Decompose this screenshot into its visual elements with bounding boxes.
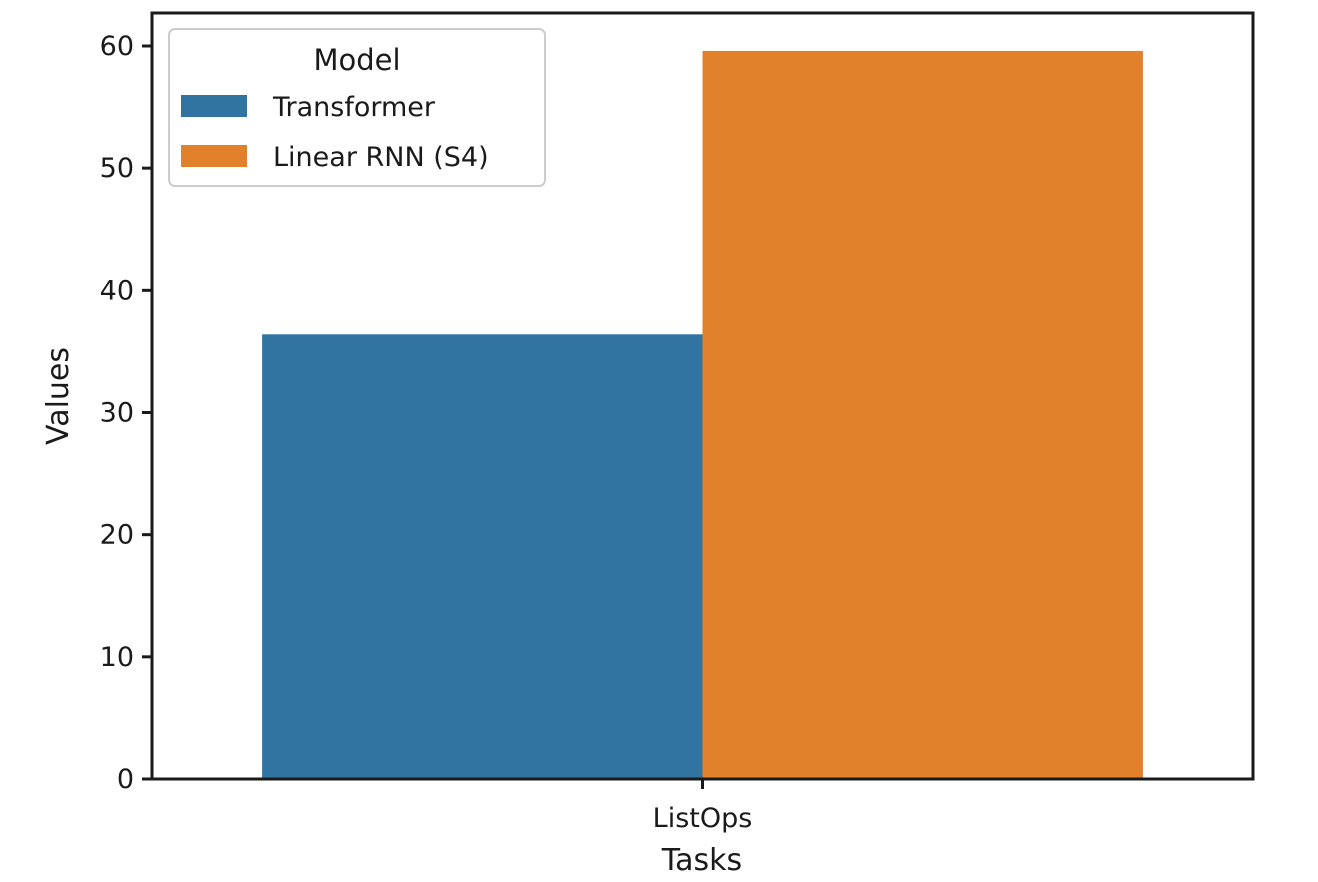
legend-label: Linear RNN (S4) (273, 142, 489, 173)
legend-title: Model (313, 43, 400, 77)
x-axis-label: Tasks (661, 843, 742, 878)
legend: Model Transformer Linear RNN (S4) (168, 28, 546, 187)
y-tick-label: 0 (117, 764, 134, 795)
x-axis: ListOps (653, 779, 753, 834)
legend-swatch (181, 145, 247, 167)
y-tick-label: 30 (100, 397, 134, 428)
y-tick-label: 60 (100, 31, 134, 62)
legend-label: Transformer (272, 92, 436, 123)
legend-swatch (181, 95, 247, 117)
y-tick-label: 40 (100, 275, 134, 306)
plot-frame (150, 11, 1255, 781)
y-axis-label: Values (41, 347, 76, 445)
bars-group (262, 50, 1143, 779)
bar-linear-rnn-s4-listops (702, 50, 1143, 779)
y-axis: 0 10 20 30 40 50 60 (100, 31, 152, 795)
x-tick-label: ListOps (653, 803, 753, 834)
bar-transformer-listops (262, 334, 703, 779)
legend-box (168, 28, 546, 187)
y-tick-label: 10 (100, 642, 134, 673)
legend-entries: Transformer Linear RNN (S4) (181, 92, 489, 173)
y-tick-label: 50 (100, 153, 134, 184)
y-tick-label: 20 (100, 520, 134, 551)
